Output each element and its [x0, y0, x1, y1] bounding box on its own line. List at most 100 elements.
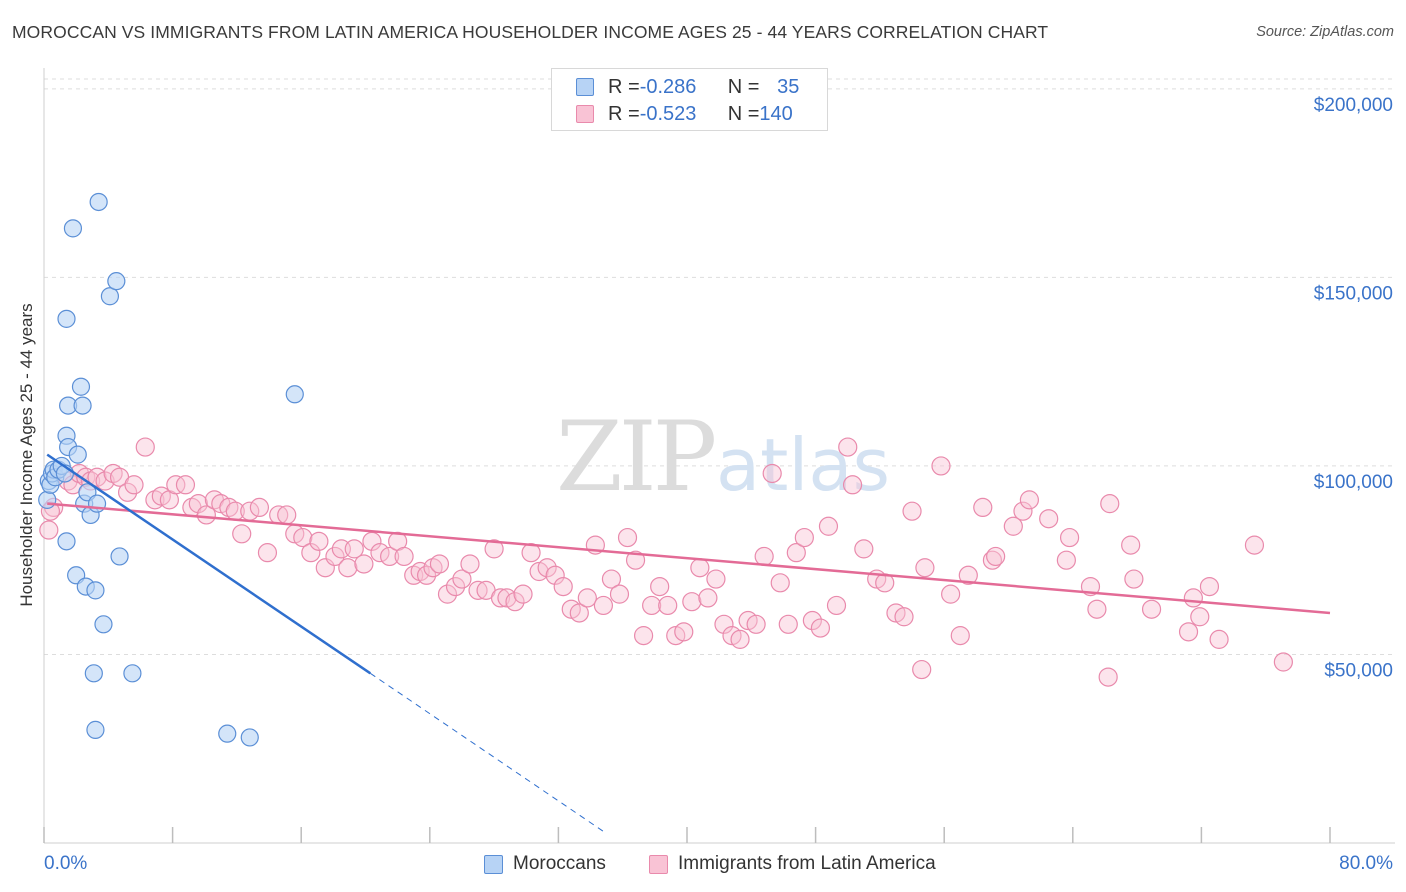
legend-n-value: 35 — [777, 75, 800, 98]
latin-america-point — [577, 588, 597, 608]
x-tick-label: 0.0% — [44, 853, 87, 874]
latin-america-point — [714, 614, 734, 634]
moroccan-trend-extension — [370, 672, 607, 834]
moroccan-point — [68, 445, 87, 464]
latin-america-point — [1059, 527, 1080, 548]
latin-america-trend-line — [47, 502, 1331, 615]
moroccan-point — [71, 377, 91, 396]
stats-legend: R = -0.286 N = 35 R = -0.523 N = 140 — [551, 68, 828, 131]
latin-america-point — [625, 550, 646, 570]
axes — [43, 68, 1395, 844]
moroccan-trend-line — [46, 453, 372, 675]
moroccan-point — [38, 490, 57, 509]
moroccans-legend-label: Moroccans — [513, 853, 606, 874]
latin-america-point — [754, 546, 774, 567]
latin-america-point — [188, 494, 208, 514]
latin-america-point — [325, 546, 345, 567]
moroccan-point — [73, 396, 92, 415]
latin-america-point — [802, 610, 822, 631]
moroccan-point — [240, 728, 259, 747]
latin-america-point — [912, 659, 932, 680]
latin-america-point — [1124, 569, 1144, 589]
latin-america-point — [818, 516, 839, 536]
latin-america-point — [1013, 501, 1033, 521]
moroccan-point — [57, 309, 76, 328]
legend-r-label: R = — [608, 102, 640, 125]
latin-america-point — [445, 576, 466, 597]
tick-labels: $50,000 $100,000 $150,000 $200,000 0.0% 80.0% — [44, 95, 1393, 874]
moroccan-point — [110, 547, 129, 566]
latin-america-point — [505, 592, 525, 612]
moroccan-point — [57, 532, 76, 551]
latin-america-points — [39, 437, 1293, 687]
y-axis-label: Householder Income Ages 25 - 44 years — [17, 303, 36, 607]
latin-america-point — [95, 471, 115, 491]
latin-america-point — [1056, 550, 1076, 570]
latin-america-point — [484, 539, 504, 559]
latin-america-point — [1003, 516, 1023, 536]
latin-america-point — [642, 595, 662, 616]
legend-r-label: R = — [608, 75, 640, 98]
legend-row-moroccans: R = -0.286 N = 35 — [576, 76, 799, 98]
latin-america-point — [513, 584, 533, 604]
latin-america-point — [1019, 490, 1039, 510]
latin-america-point — [1273, 652, 1293, 672]
latin-america-point — [1178, 622, 1199, 642]
latin-america-point — [1190, 607, 1210, 627]
latin-america-point — [468, 580, 488, 600]
legend-r-value: -0.286 — [639, 75, 697, 98]
moroccan-point — [94, 615, 113, 634]
latin-america-point — [1141, 599, 1162, 619]
latin-america-point — [982, 550, 1003, 570]
latin-america-point — [1183, 588, 1203, 608]
bottom-legend-latin-america: Immigrants from Latin America — [649, 852, 936, 876]
latin-america-point — [601, 569, 622, 589]
moroccan-point — [89, 192, 108, 212]
trend-lines — [46, 453, 1331, 834]
latin-america-point — [986, 546, 1006, 567]
moroccan-point — [84, 664, 103, 683]
latin-america-point — [380, 546, 400, 567]
y-tick-label: $150,000 — [1314, 283, 1393, 304]
latin-america-point — [658, 595, 678, 616]
latin-america-point — [698, 588, 718, 608]
gridlines — [44, 78, 1395, 655]
moroccan-point — [100, 287, 120, 306]
latin-america-point — [609, 584, 630, 604]
moroccan-point — [86, 720, 105, 739]
bottom-legend-moroccans: Moroccans — [484, 852, 606, 876]
latin-america-point — [674, 622, 694, 642]
latin-america-point — [490, 588, 511, 608]
legend-n-value: 140 — [759, 102, 793, 125]
latin-america-point — [1087, 599, 1107, 619]
moroccan-point — [107, 272, 126, 291]
latin-america-point — [1039, 509, 1059, 529]
latin-america-point — [135, 437, 155, 457]
latin-america-point — [416, 565, 437, 585]
latin-america-swatch — [649, 854, 668, 874]
latin-america-point — [730, 629, 750, 649]
latin-america-point — [762, 463, 782, 484]
latin-america-point — [545, 565, 565, 585]
latin-america-point — [1244, 535, 1265, 555]
latin-america-point — [553, 576, 573, 597]
latin-america-point — [706, 569, 726, 589]
latin-america-point — [854, 539, 874, 559]
latin-america-point — [973, 497, 993, 518]
latin-america-point — [941, 584, 961, 604]
latin-america-point — [429, 554, 450, 574]
latin-america-point — [794, 527, 814, 548]
latin-america-point — [950, 626, 970, 646]
moroccan-points — [38, 192, 304, 747]
latin-america-point — [460, 554, 480, 574]
latin-america-point — [354, 554, 374, 574]
legend-n-label: N = — [727, 102, 760, 125]
latin-america-point — [593, 595, 614, 616]
latin-america-point — [902, 501, 922, 521]
latin-america-point — [249, 497, 270, 518]
y-tick-label: $100,000 — [1314, 472, 1393, 493]
moroccan-point — [123, 664, 142, 683]
latin-america-point — [838, 437, 858, 457]
moroccan-point — [63, 219, 83, 238]
moroccan-point — [285, 385, 304, 404]
